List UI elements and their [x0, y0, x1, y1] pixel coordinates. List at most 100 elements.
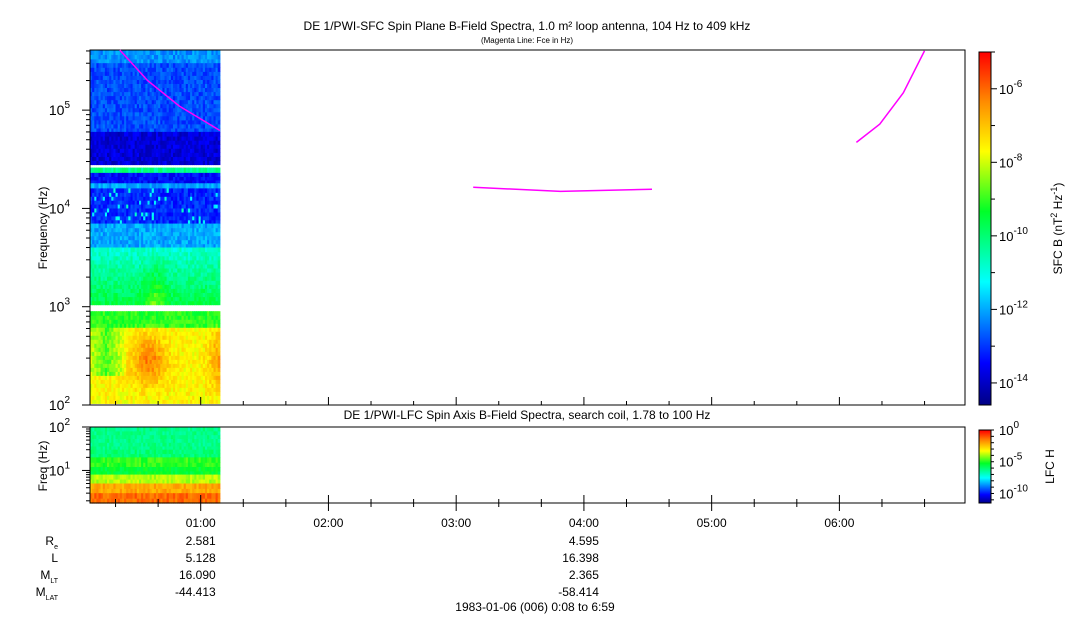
heatmap-cell — [166, 276, 170, 281]
heatmap-cell — [111, 50, 114, 55]
heatmap-cell — [145, 267, 149, 273]
heatmap-cell — [96, 315, 100, 320]
heatmap-cell — [205, 211, 208, 217]
heatmap-cell — [166, 243, 170, 249]
heatmap-cell — [187, 319, 191, 324]
heatmap-cell — [113, 243, 117, 249]
heatmap-cell — [158, 347, 161, 352]
heatmap-cell — [98, 79, 102, 84]
heatmap-cell — [215, 123, 219, 129]
heatmap-cell — [181, 292, 185, 298]
heatmap-cell — [200, 50, 204, 55]
heatmap-cell — [149, 335, 153, 340]
heatmap-cell — [149, 399, 153, 404]
heatmap-cell — [173, 327, 176, 332]
heatmap-cell — [130, 123, 134, 129]
heatmap-cell — [164, 211, 168, 217]
heatmap-cell — [107, 79, 110, 84]
heatmap-cell — [183, 371, 187, 376]
heatmap-cell — [128, 188, 131, 193]
heatmap-cell — [192, 131, 195, 137]
heatmap-cell — [145, 231, 149, 237]
heatmap-cell — [121, 231, 125, 237]
heatmap-cell — [124, 71, 127, 76]
heatmap-cell — [164, 179, 168, 184]
heatmap-cell — [190, 300, 193, 306]
heatmap-cell — [124, 87, 127, 93]
heatmap-cell — [96, 371, 100, 376]
heatmap-cell — [156, 267, 159, 273]
heatmap-cell — [124, 103, 127, 109]
heatmap-cell — [149, 375, 153, 380]
heatmap-cell — [164, 152, 168, 157]
heatmap-cell — [205, 255, 208, 261]
heatmap-cell — [196, 160, 200, 166]
heatmap-cell — [151, 288, 155, 293]
heatmap-cell — [160, 239, 163, 245]
heatmap-cell — [94, 355, 97, 360]
heatmap-cell — [160, 296, 163, 302]
heatmap-cell — [117, 176, 121, 181]
heatmap-cell — [98, 144, 102, 149]
heatmap-cell — [187, 107, 191, 113]
heatmap-cell — [179, 280, 183, 285]
heatmap-cell — [117, 363, 121, 368]
heatmap-cell — [126, 144, 129, 149]
heatmap-cell — [149, 239, 153, 245]
heatmap-cell — [126, 367, 129, 372]
heatmap-cell — [126, 375, 129, 380]
heatmap-cell — [145, 296, 149, 302]
heatmap-cell — [128, 172, 131, 177]
heatmap-cell — [98, 200, 102, 205]
heatmap-cell — [166, 188, 170, 193]
heatmap-cell — [187, 156, 191, 161]
heatmap-cell — [185, 276, 189, 281]
heatmap-cell — [134, 107, 138, 113]
heatmap-cell — [177, 50, 180, 55]
heatmap-cell — [192, 251, 195, 257]
heatmap-cell — [166, 379, 170, 384]
heatmap-cell — [158, 235, 161, 241]
heatmap-cell — [90, 215, 93, 221]
heatmap-cell — [94, 399, 97, 404]
heatmap-cell — [90, 148, 93, 153]
heatmap-cell — [179, 152, 183, 157]
heatmap-cell — [134, 272, 138, 277]
heatmap-cell — [162, 343, 166, 348]
heatmap-cell — [205, 136, 208, 141]
heatmap-cell — [119, 375, 123, 380]
heatmap-cell — [119, 300, 123, 306]
heatmap-cell — [192, 192, 195, 197]
heatmap-cell — [158, 107, 161, 113]
heatmap-cell — [134, 331, 138, 336]
heatmap-cell — [166, 172, 170, 177]
heatmap-cell — [128, 91, 131, 97]
heatmap-cell — [119, 95, 123, 101]
heatmap-cell — [177, 219, 180, 225]
heatmap-cell — [190, 183, 193, 189]
heatmap-cell — [132, 152, 136, 157]
heatmap-cell — [173, 355, 176, 360]
heatmap-cell — [143, 319, 146, 324]
heatmap-cell — [179, 123, 183, 129]
heatmap-cell — [173, 259, 176, 265]
heatmap-cell — [158, 131, 161, 137]
heatmap-cell — [96, 351, 100, 356]
heatmap-cell — [215, 67, 219, 72]
heatmap-cell — [130, 371, 134, 376]
heatmap-cell — [128, 50, 131, 55]
heatmap-cell — [128, 208, 131, 213]
heatmap-cell — [128, 144, 131, 149]
heatmap-cell — [198, 196, 202, 201]
heatmap-cell — [119, 208, 123, 213]
heatmap-cell — [94, 152, 97, 157]
heatmap-cell — [202, 288, 206, 293]
heatmap-cell — [211, 119, 215, 125]
heatmap-cell — [196, 50, 200, 55]
heatmap-cell — [94, 339, 97, 344]
heatmap-cell — [170, 99, 174, 105]
heatmap-cell — [130, 231, 134, 237]
heatmap-cell — [207, 91, 210, 97]
heatmap-cell — [194, 148, 197, 153]
heatmap-cell — [177, 292, 180, 298]
